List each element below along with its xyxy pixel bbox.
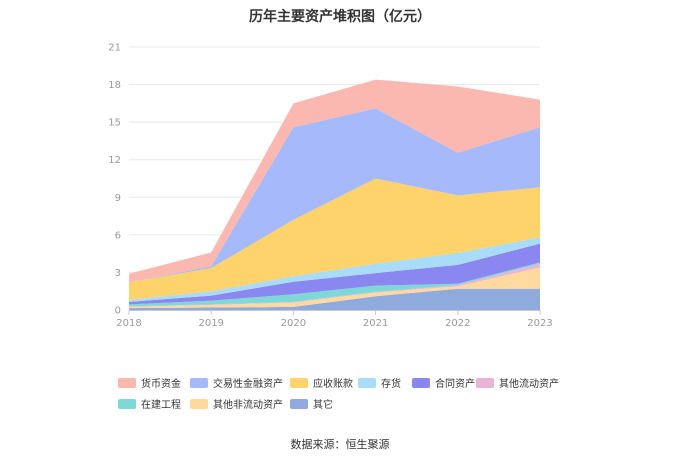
legend-swatch — [118, 398, 136, 409]
y-tick-label: 12 — [108, 155, 121, 166]
area-应收账款 — [129, 178, 540, 300]
legend-swatch — [290, 398, 308, 409]
y-tick-label: 21 — [108, 43, 121, 54]
y-tick-label: 15 — [108, 118, 121, 129]
x-tick-label: 2018 — [116, 318, 141, 329]
y-tick-label: 6 — [115, 230, 121, 241]
x-tick-label: 2019 — [198, 318, 223, 329]
legend-item[interactable]: 其它 — [290, 397, 350, 411]
area-货币资金 — [129, 79, 540, 283]
legend-label: 存货 — [381, 379, 401, 390]
x-tick-label: 2023 — [527, 318, 552, 329]
legend-swatch — [290, 377, 308, 388]
data-source: 数据来源：恒生聚源 — [290, 438, 390, 451]
area-交易性金融资产 — [129, 108, 540, 283]
y-tick-label: 3 — [115, 268, 121, 279]
legend-label: 交易性金融资产 — [213, 379, 283, 390]
legend-swatch — [358, 377, 376, 388]
legend-swatch — [476, 377, 494, 388]
area-其他非流动资产 — [129, 267, 540, 309]
legend-label: 其他流动资产 — [499, 379, 559, 390]
legend-item[interactable]: 交易性金融资产 — [190, 376, 290, 390]
axes: 0 3 6 9 12 15 18 21 2018 2019 2020 2021 2022 2023 — [108, 43, 552, 330]
legend-swatch — [190, 377, 208, 388]
legend-label: 合同资产 — [435, 379, 475, 390]
chart-title: 历年主要资产堆积图（亿元） — [249, 9, 431, 25]
legend-item[interactable]: 其他非流动资产 — [190, 397, 290, 411]
legend-item[interactable]: 存货 — [358, 376, 412, 390]
legend-item[interactable]: 货币资金 — [118, 376, 190, 390]
legend-label: 货币资金 — [141, 379, 181, 390]
legend-label: 其他非流动资产 — [213, 400, 283, 411]
y-tick-label: 18 — [108, 80, 121, 91]
legend-item[interactable]: 合同资产 — [412, 376, 476, 390]
legend-label: 应收账款 — [313, 379, 353, 390]
legend-label: 其它 — [313, 400, 333, 411]
legend-swatch — [190, 398, 208, 409]
area-其他流动资产 — [129, 263, 540, 307]
y-tick-label: 9 — [115, 193, 121, 204]
legend-swatch — [118, 377, 136, 388]
legend-item[interactable]: 应收账款 — [290, 376, 358, 390]
legend-swatch — [412, 377, 430, 388]
y-tick-label: 0 — [115, 306, 121, 317]
area-其它 — [129, 288, 540, 310]
legend: 货币资金 交易性金融资产 应收账款 存货 合同资产 其他流动资产在建工程 其他非流动资产 其它 — [118, 376, 578, 411]
x-tick-label: 2020 — [281, 318, 306, 329]
area-在建工程 — [129, 262, 540, 307]
x-tick-label: 2022 — [445, 318, 470, 329]
area-series — [129, 79, 540, 310]
legend-item[interactable]: 在建工程 — [118, 397, 190, 411]
area-合同资产 — [129, 243, 540, 305]
x-tick-label: 2021 — [363, 318, 388, 329]
legend-item[interactable]: 其他流动资产 — [476, 376, 559, 390]
legend-label: 在建工程 — [141, 400, 181, 411]
